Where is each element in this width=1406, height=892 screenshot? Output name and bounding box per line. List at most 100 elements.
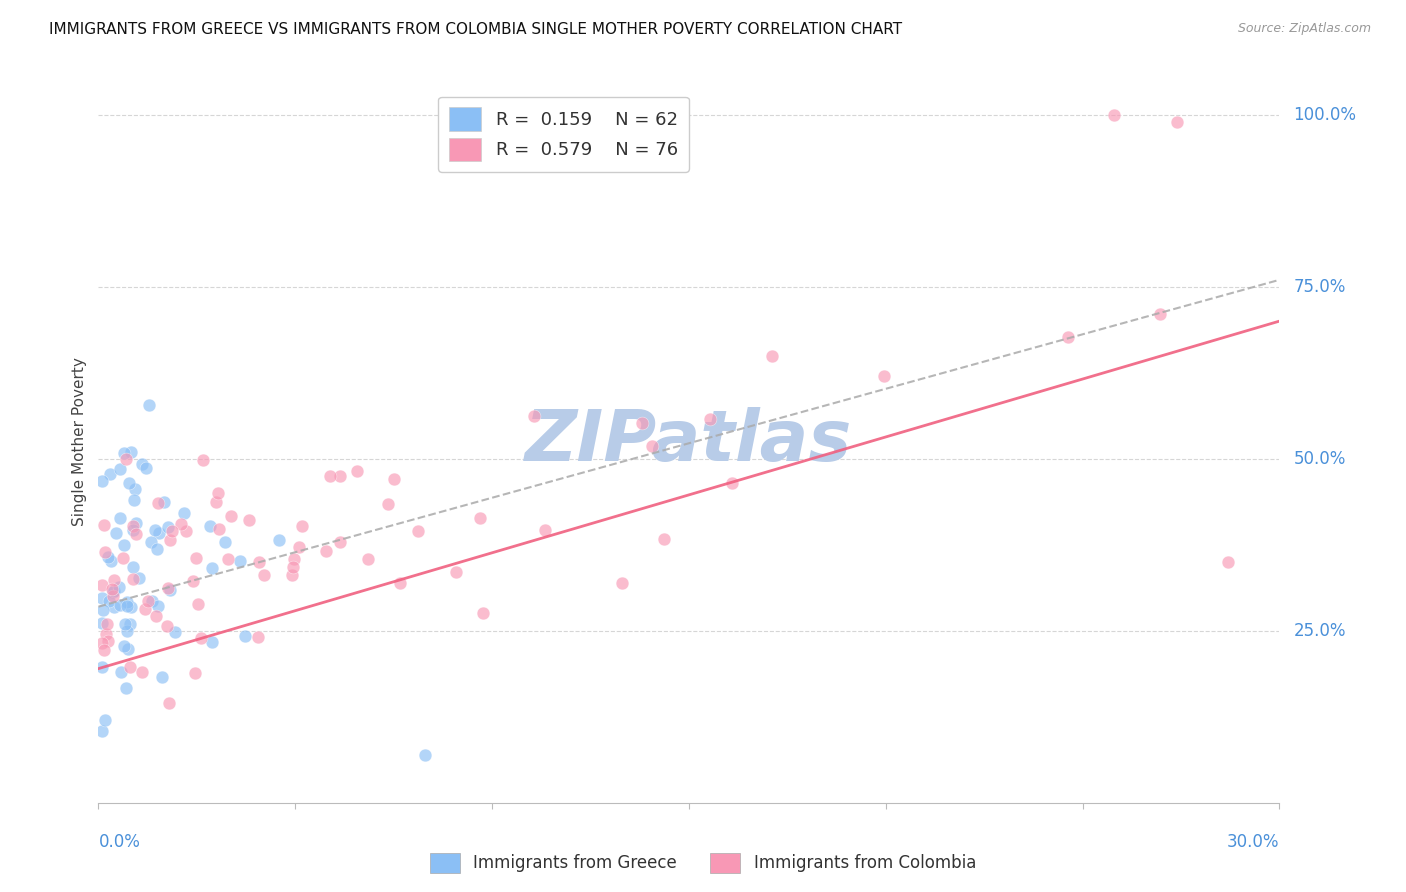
Point — [115, 452, 138, 467]
Point — [229, 554, 252, 568]
Point — [98, 467, 121, 482]
Text: 30.0%: 30.0% — [1227, 833, 1279, 851]
Point — [652, 532, 675, 546]
Point — [207, 486, 229, 500]
Point — [267, 533, 290, 547]
Point — [100, 554, 122, 568]
Point — [101, 589, 124, 603]
Point — [96, 627, 118, 641]
Point — [91, 591, 114, 606]
Point — [112, 446, 135, 460]
Point — [112, 538, 135, 552]
Point — [315, 544, 337, 558]
Point — [122, 492, 145, 507]
Point — [111, 551, 134, 566]
Point — [135, 461, 157, 475]
Point — [103, 583, 125, 598]
Point — [124, 482, 146, 496]
Point — [157, 581, 180, 595]
Point — [128, 571, 150, 585]
Point — [201, 635, 224, 649]
Point — [91, 578, 114, 592]
Point — [91, 615, 114, 630]
Point — [219, 508, 242, 523]
Point — [148, 526, 170, 541]
Point — [143, 523, 166, 537]
Point — [125, 516, 148, 530]
Point — [96, 616, 118, 631]
Point — [329, 469, 352, 483]
Point — [141, 594, 163, 608]
Point — [110, 511, 132, 525]
Point — [93, 518, 115, 533]
Point — [148, 496, 170, 510]
Point — [444, 565, 467, 579]
Y-axis label: Single Mother Poverty: Single Mother Poverty — [72, 357, 87, 526]
Point — [413, 747, 436, 762]
Point — [235, 628, 257, 642]
Point — [377, 497, 399, 511]
Point — [329, 534, 352, 549]
Point — [125, 527, 148, 541]
Point — [153, 495, 176, 509]
Point — [108, 461, 131, 475]
Point — [93, 643, 115, 657]
Point — [346, 464, 368, 478]
Text: 0.0%: 0.0% — [98, 833, 141, 851]
Point — [121, 572, 143, 586]
Point — [1056, 330, 1078, 344]
Point — [94, 714, 117, 728]
Point — [280, 568, 302, 582]
Point — [160, 524, 183, 538]
Point — [122, 560, 145, 574]
Point — [118, 476, 141, 491]
Point — [114, 616, 136, 631]
Point — [238, 513, 260, 527]
Point — [101, 582, 124, 596]
Point — [873, 368, 896, 383]
Point — [159, 583, 181, 598]
Point — [117, 642, 139, 657]
Point — [97, 550, 120, 565]
Point — [156, 520, 179, 534]
Point — [91, 723, 114, 738]
Point — [159, 533, 181, 547]
Point — [156, 619, 179, 633]
Point — [110, 598, 132, 612]
Point — [1149, 307, 1171, 321]
Point — [253, 568, 276, 582]
Point — [97, 634, 120, 648]
Point — [146, 541, 169, 556]
Point — [122, 519, 145, 533]
Point — [533, 523, 555, 537]
Point — [118, 660, 141, 674]
Point — [173, 506, 195, 520]
Point — [150, 670, 173, 684]
Point — [91, 603, 114, 617]
Point — [720, 476, 742, 491]
Point — [108, 580, 131, 594]
Point — [103, 585, 125, 599]
Point — [761, 349, 783, 363]
Text: 50.0%: 50.0% — [1294, 450, 1346, 467]
Point — [181, 574, 204, 588]
Point — [187, 597, 209, 611]
Point — [165, 624, 187, 639]
Point — [1218, 555, 1240, 569]
Point — [117, 599, 139, 613]
Point — [139, 535, 162, 549]
Point — [91, 474, 114, 488]
Point — [630, 416, 652, 430]
Point — [91, 660, 114, 674]
Point — [283, 560, 305, 574]
Point — [190, 632, 212, 646]
Text: Source: ZipAtlas.com: Source: ZipAtlas.com — [1237, 22, 1371, 36]
Point — [184, 666, 207, 681]
Point — [112, 640, 135, 654]
Point — [249, 555, 271, 569]
Text: IMMIGRANTS FROM GREECE VS IMMIGRANTS FROM COLOMBIA SINGLE MOTHER POVERTY CORRELA: IMMIGRANTS FROM GREECE VS IMMIGRANTS FRO… — [49, 22, 903, 37]
Text: ZIPatlas: ZIPatlas — [526, 407, 852, 476]
Point — [145, 608, 167, 623]
Point — [217, 552, 239, 566]
Point — [389, 576, 412, 591]
